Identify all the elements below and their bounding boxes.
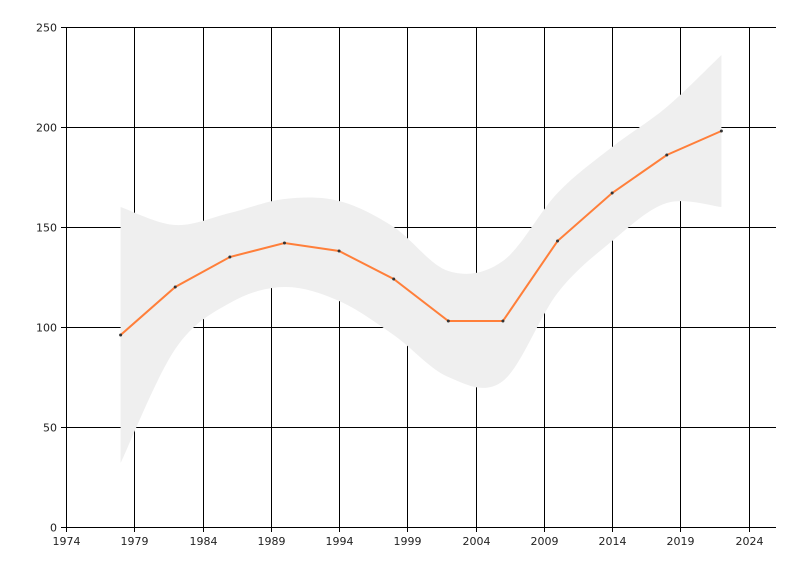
data-points xyxy=(119,129,723,337)
x-tick-label: 2009 xyxy=(531,535,559,548)
axes: 1974 1979 1984 1989 1994 1999 2004 2009 2014 2019… xyxy=(36,22,776,548)
y-tick-label: 150 xyxy=(36,222,57,235)
x-tick-label: 1979 xyxy=(121,535,149,548)
x-tick-label: 2019 xyxy=(667,535,695,548)
data-point xyxy=(392,277,396,281)
band-area xyxy=(120,55,722,463)
x-tick-label: 2014 xyxy=(599,535,627,548)
y-tick-label: 200 xyxy=(36,122,57,135)
data-point xyxy=(556,239,560,243)
confidence-band xyxy=(120,55,722,463)
data-point xyxy=(119,333,123,337)
x-tick-label: 1984 xyxy=(190,535,218,548)
data-point xyxy=(665,153,669,157)
x-tick-label: 2004 xyxy=(463,535,491,548)
data-point xyxy=(337,249,341,253)
x-tick-label: 1989 xyxy=(258,535,286,548)
y-tick-label: 250 xyxy=(36,22,57,35)
data-point xyxy=(501,319,505,323)
y-tick-label: 100 xyxy=(36,322,57,335)
data-point xyxy=(228,255,232,259)
data-point xyxy=(282,241,286,245)
x-tick-label: 1999 xyxy=(394,535,422,548)
x-tick-label: 2024 xyxy=(736,535,764,548)
data-point xyxy=(173,285,177,289)
x-tick-label: 1994 xyxy=(326,535,354,548)
data-point xyxy=(610,191,614,195)
series-line xyxy=(119,130,722,336)
series-line-group xyxy=(119,130,722,336)
data-point xyxy=(446,319,450,323)
y-tick-label: 50 xyxy=(43,422,57,435)
x-tick-label: 1974 xyxy=(53,535,81,548)
data-point xyxy=(719,129,723,133)
y-tick-label: 0 xyxy=(50,522,57,535)
